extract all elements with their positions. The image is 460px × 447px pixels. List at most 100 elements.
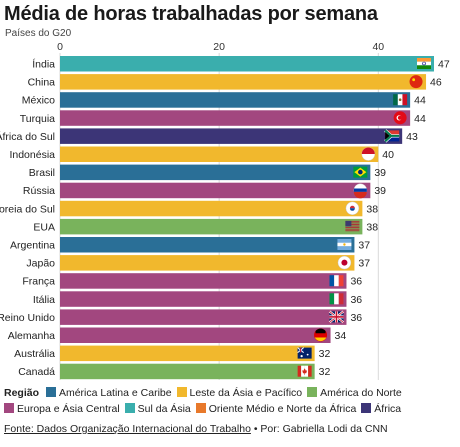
legend-label: Leste da Ásia e Pacífico: [189, 387, 303, 399]
x-tick-label: 20: [213, 41, 225, 53]
value-label: 46: [430, 77, 442, 89]
flag-usa-icon: [345, 220, 360, 232]
legend-item: América do Norte: [307, 385, 402, 401]
bar: [60, 291, 347, 307]
legend-label: África: [374, 403, 402, 415]
bar: [60, 255, 355, 271]
value-label: 32: [319, 348, 331, 360]
flag-italy-icon: [329, 293, 344, 305]
category-label: Coreia do Sul: [0, 203, 55, 215]
value-label: 47: [438, 59, 450, 71]
flag-argentina-icon: [337, 239, 352, 250]
x-tick-label: 0: [57, 41, 63, 53]
value-label: 37: [358, 258, 370, 270]
legend-item: Sul da Ásia: [124, 401, 191, 417]
value-label: 36: [350, 294, 362, 306]
legend-swatch: [4, 403, 14, 413]
bar: [60, 128, 403, 144]
flag-france-icon: [329, 275, 344, 287]
flag-south-africa-icon: [384, 129, 400, 143]
category-label: Argentina: [10, 240, 55, 252]
bar-chart: 0 20 40 Índia 47 China 46 México 44 Turquia 44 Áfri…: [0, 41, 450, 380]
category-label: Austrália: [14, 348, 55, 360]
flag-india-icon: [417, 58, 431, 69]
category-label: Brasil: [29, 167, 55, 179]
legend-swatch: [176, 387, 187, 397]
legend-item: Europa e Ásia Central: [4, 401, 120, 417]
bar: [60, 218, 363, 235]
category-label: Índia: [32, 58, 55, 71]
value-label: 39: [374, 167, 386, 179]
value-label: 39: [374, 185, 386, 197]
category-label: Itália: [33, 294, 55, 306]
bar: [60, 237, 355, 253]
legend-label: Europa e Ásia Central: [17, 403, 120, 415]
legend-title: Região: [4, 387, 40, 399]
flag-south-korea-icon: [345, 201, 360, 216]
value-label: 43: [406, 131, 418, 143]
bar: [60, 164, 371, 181]
bar: [60, 74, 427, 90]
category-label: Canadá: [18, 366, 55, 378]
value-label: 37: [358, 240, 370, 252]
bar: [60, 200, 363, 217]
flag-japan-icon: [337, 255, 352, 270]
category-label: México: [22, 95, 55, 107]
legend-label: América do Norte: [320, 387, 402, 399]
chart-subtitle: Países do G20: [5, 28, 72, 39]
value-label: 38: [366, 221, 378, 233]
category-label: Reino Unido: [0, 312, 55, 324]
source-line: Fonte: Dados Organização Internacional d…: [4, 423, 388, 435]
category-label: Japão: [26, 258, 55, 270]
bar: [60, 273, 347, 289]
category-label: China: [28, 77, 56, 89]
legend-label: Oriente Médio e Norte da África: [208, 403, 357, 415]
legend-swatch: [195, 403, 206, 413]
bar: [60, 327, 331, 343]
legend-item: América Latina e Caribe: [45, 385, 172, 401]
category-label: África do Sul: [0, 130, 55, 143]
legend-item: Oriente Médio e Norte da África: [195, 401, 357, 417]
legend-swatch: [307, 387, 318, 397]
value-label: 34: [335, 330, 347, 342]
value-label: 44: [414, 95, 426, 107]
category-label: Rússia: [23, 185, 55, 197]
value-label: 44: [414, 113, 426, 125]
legend-item: Leste da Ásia e Pacífico: [176, 385, 303, 401]
flag-china-icon: [409, 75, 423, 89]
flag-australia-icon: [297, 347, 312, 359]
flag-indonesia-icon: [361, 147, 375, 161]
bar: [60, 110, 411, 126]
legend: Região América Latina e Caribe Leste da …: [4, 385, 458, 417]
bar: [60, 182, 371, 199]
value-label: 38: [366, 203, 378, 215]
bar: [60, 309, 347, 325]
flag-brazil-icon: [353, 166, 368, 178]
value-label: 32: [319, 366, 331, 378]
legend-swatch: [361, 403, 372, 413]
bar: [60, 345, 315, 362]
category-label: EUA: [33, 221, 55, 233]
bar: [60, 92, 411, 108]
bar: [60, 56, 434, 72]
category-label: França: [22, 276, 55, 288]
flag-canada-icon: [297, 365, 312, 377]
x-tick-label: 40: [372, 41, 384, 53]
category-label: Alemanha: [8, 330, 55, 342]
chart-title: Média de horas trabalhadas por semana: [4, 3, 378, 25]
flag-russia-icon: [353, 183, 368, 199]
legend-swatch: [124, 403, 135, 413]
legend-item: África: [361, 401, 401, 417]
legend-swatch: [45, 387, 56, 397]
bar: [60, 363, 315, 380]
author-credit: • Por: Gabriella Lodi da CNN: [250, 423, 388, 435]
flag-uk-icon: [328, 310, 345, 324]
flag-mexico-icon: [393, 94, 408, 106]
flag-germany-icon: [314, 328, 328, 342]
category-label: Turquia: [20, 113, 55, 125]
value-label: 36: [350, 312, 362, 324]
source-link[interactable]: Fonte: Dados Organização Internacional d…: [4, 423, 251, 435]
legend-label: América Latina e Caribe: [58, 387, 172, 399]
legend-label: Sul da Ásia: [137, 403, 191, 415]
value-label: 40: [382, 149, 394, 161]
